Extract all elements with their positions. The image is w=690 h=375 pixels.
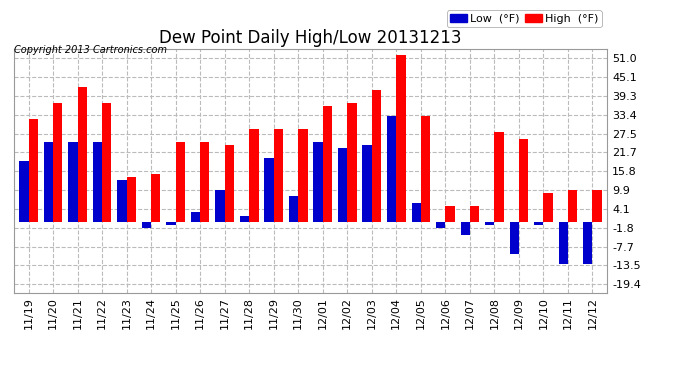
Bar <box>593 190 602 222</box>
Bar <box>519 138 529 222</box>
Bar <box>534 222 544 225</box>
Bar <box>240 216 249 222</box>
Bar <box>313 142 323 222</box>
Bar <box>68 142 77 222</box>
Bar <box>19 161 28 222</box>
Bar <box>510 222 519 254</box>
Bar <box>264 158 274 222</box>
Bar <box>495 132 504 222</box>
Bar <box>249 129 259 222</box>
Bar <box>323 106 332 222</box>
Bar <box>421 116 430 222</box>
Bar <box>92 142 102 222</box>
Bar <box>485 222 495 225</box>
Bar <box>362 145 372 222</box>
Bar <box>151 174 161 222</box>
Bar <box>200 142 210 222</box>
Bar <box>559 222 568 264</box>
Bar <box>166 222 176 225</box>
Bar <box>142 222 151 228</box>
Bar <box>274 129 283 222</box>
Title: Dew Point Daily High/Low 20131213: Dew Point Daily High/Low 20131213 <box>159 29 462 47</box>
Bar <box>347 103 357 222</box>
Bar <box>396 55 406 222</box>
Bar <box>53 103 62 222</box>
Legend: Low  (°F), High  (°F): Low (°F), High (°F) <box>446 10 602 27</box>
Bar <box>568 190 578 222</box>
Bar <box>387 116 396 222</box>
Bar <box>43 142 53 222</box>
Bar <box>28 119 38 222</box>
Bar <box>436 222 445 228</box>
Bar <box>470 206 479 222</box>
Bar <box>176 142 185 222</box>
Bar <box>445 206 455 222</box>
Bar <box>372 90 381 222</box>
Bar <box>225 145 234 222</box>
Bar <box>583 222 593 264</box>
Bar <box>411 203 421 222</box>
Bar <box>298 129 308 222</box>
Bar <box>117 180 126 222</box>
Bar <box>126 177 136 222</box>
Bar <box>215 190 225 222</box>
Text: Copyright 2013 Cartronics.com: Copyright 2013 Cartronics.com <box>14 45 167 55</box>
Bar <box>460 222 470 235</box>
Bar <box>289 196 298 222</box>
Bar <box>191 212 200 222</box>
Bar <box>102 103 111 222</box>
Bar <box>77 87 87 222</box>
Bar <box>338 148 347 222</box>
Bar <box>544 193 553 222</box>
